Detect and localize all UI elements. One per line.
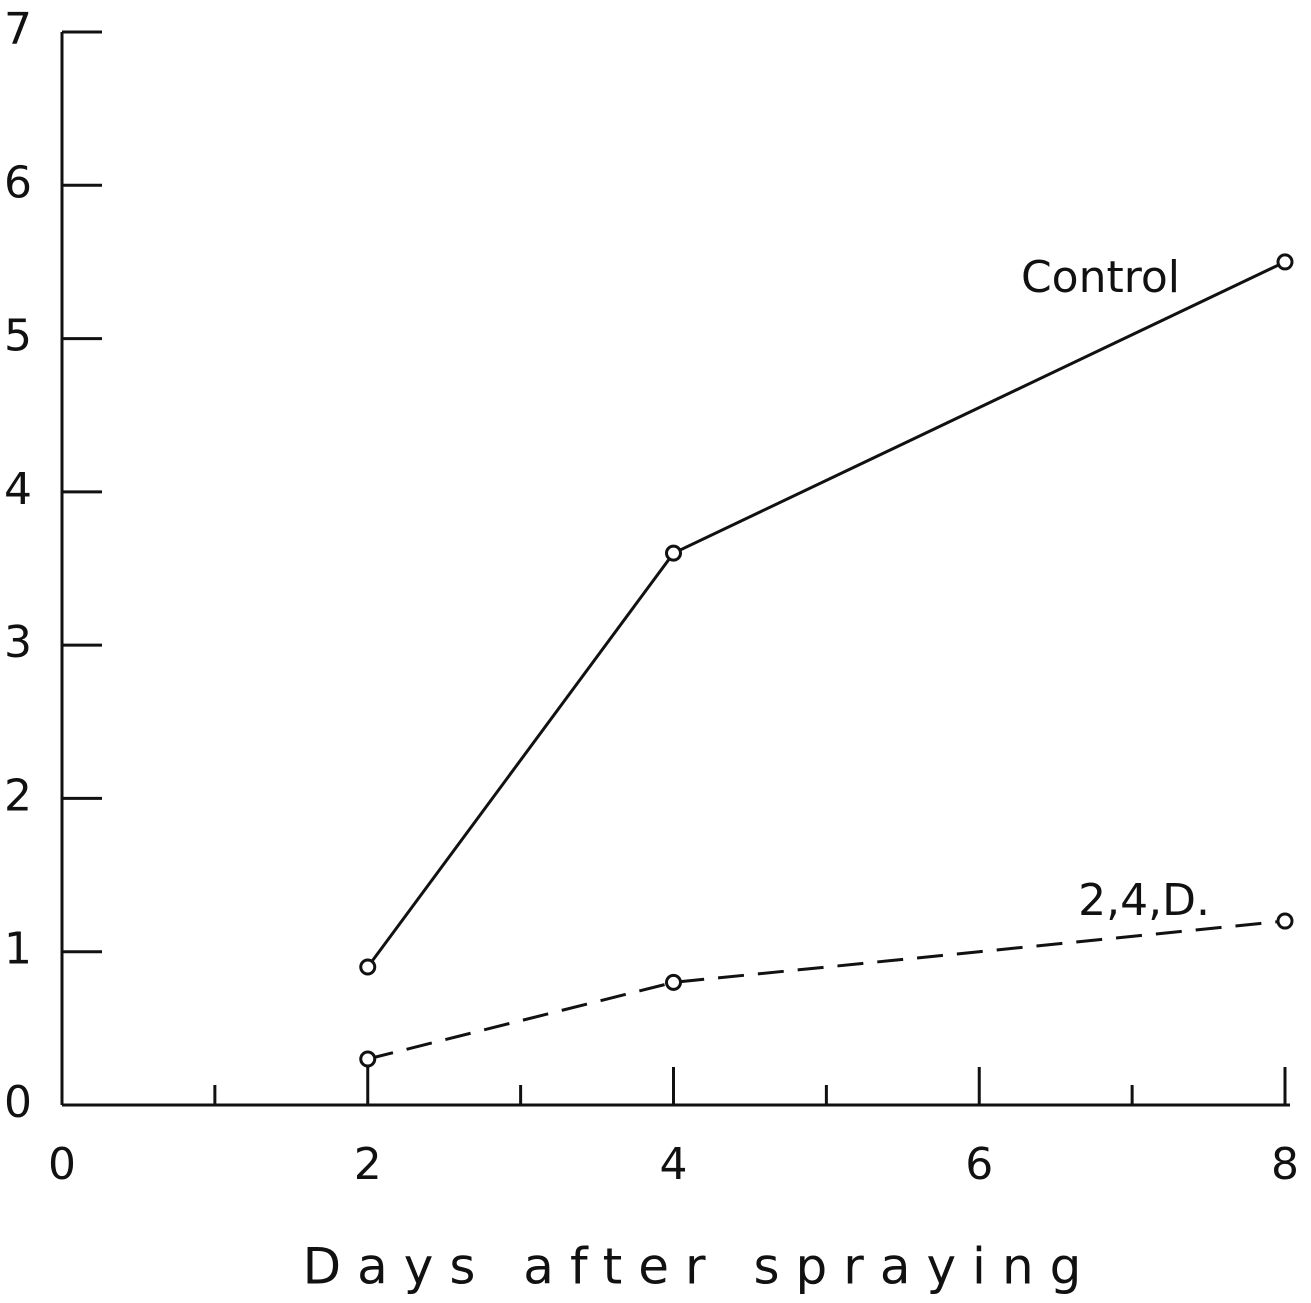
- x-axis-label: Days after spraying: [303, 1238, 1098, 1296]
- series-label: Control: [1021, 252, 1180, 303]
- y-tick-label: 7: [4, 4, 32, 55]
- x-tick-label: 2: [354, 1139, 382, 1190]
- x-tick-label: 4: [660, 1139, 688, 1190]
- data-point: [665, 544, 682, 562]
- data-point: [1276, 253, 1294, 271]
- y-tick-label: 3: [4, 617, 32, 668]
- series-line: [366, 260, 1286, 968]
- y-tick-label: 2: [4, 770, 32, 821]
- x-tick-label: 8: [1271, 1139, 1299, 1190]
- y-tick-label: 0: [4, 1077, 32, 1128]
- y-tick-label: 5: [4, 311, 32, 362]
- series-label: 2,4,D.: [1078, 875, 1210, 926]
- series-line: [367, 919, 1286, 1061]
- data-point: [665, 973, 682, 991]
- data-point: [1276, 912, 1294, 930]
- x-tick-label: 0: [48, 1139, 76, 1190]
- y-tick-label: 1: [4, 924, 32, 975]
- y-tick-label: 4: [4, 464, 32, 515]
- data-point: [359, 958, 377, 976]
- data-point: [359, 1050, 377, 1068]
- x-tick-label: 6: [965, 1139, 993, 1190]
- y-tick-label: 6: [4, 157, 32, 208]
